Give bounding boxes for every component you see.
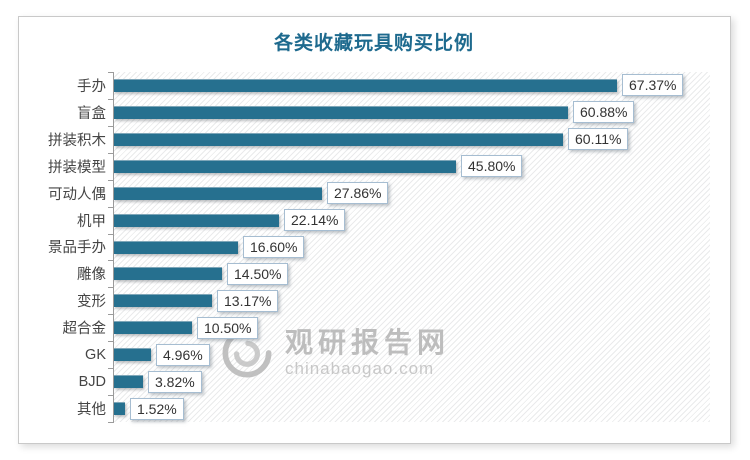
category-label: 拼装积木 (48, 132, 106, 149)
bar (114, 375, 143, 389)
value-label: 14.50% (227, 263, 289, 285)
category-label: 其他 (77, 402, 106, 419)
category-label: GK (85, 346, 106, 363)
watermark-text: 观研报告网 chinabaogao.com (285, 328, 450, 377)
axis-tick (108, 180, 113, 181)
chart-title: 各类收藏玩具购买比例 (273, 33, 474, 54)
axis-tick (108, 153, 113, 154)
bar (114, 159, 456, 173)
bar (114, 321, 192, 335)
value-label: 60.11% (568, 128, 629, 150)
axis-tick (108, 207, 113, 208)
bar (114, 132, 563, 146)
axis-tick (108, 260, 113, 261)
value-label: 16.60% (243, 236, 305, 258)
bar (114, 348, 151, 362)
category-label: 景品手办 (48, 240, 106, 257)
category-label: 拼装模型 (48, 159, 106, 176)
watermark: 观研报告网 chinabaogao.com (221, 327, 450, 379)
value-label: 27.86% (327, 182, 389, 204)
axis-tick (108, 126, 113, 127)
axis-tick (108, 341, 113, 342)
value-label: 60.88% (573, 101, 635, 123)
value-label: 22.14% (284, 209, 346, 231)
bar (114, 186, 322, 200)
category-axis-line (113, 72, 114, 423)
bar (114, 402, 125, 416)
axis-tick (108, 99, 113, 100)
value-label: 67.37% (622, 74, 684, 96)
axis-tick (108, 368, 113, 369)
category-label: BJD (78, 373, 106, 390)
value-label: 1.52% (130, 398, 184, 420)
bar (114, 213, 279, 227)
axis-tick (108, 287, 113, 288)
axis-tick (108, 314, 113, 315)
category-label: 盲盒 (77, 105, 106, 122)
axis-tick (108, 422, 113, 423)
axis-tick (108, 395, 113, 396)
category-label: 变形 (77, 294, 106, 311)
bar (114, 240, 238, 254)
category-label: 可动人偶 (48, 186, 106, 203)
bar (114, 267, 222, 281)
category-label: 超合金 (62, 321, 107, 338)
value-label: 3.82% (148, 371, 202, 393)
category-label: 手办 (77, 78, 106, 95)
axis-tick (108, 234, 113, 235)
value-label: 10.50% (197, 317, 259, 339)
bar (114, 78, 617, 92)
category-label: 雕像 (77, 267, 106, 284)
value-label: 13.17% (217, 290, 279, 312)
watermark-name: 观研报告网 (285, 327, 451, 359)
axis-tick (108, 72, 113, 73)
category-label: 机甲 (77, 213, 106, 230)
bar (114, 294, 212, 308)
watermark-url: chinabaogao.com (285, 358, 435, 378)
bar (114, 105, 568, 119)
value-label: 45.80% (461, 155, 523, 177)
value-label: 4.96% (156, 344, 210, 366)
